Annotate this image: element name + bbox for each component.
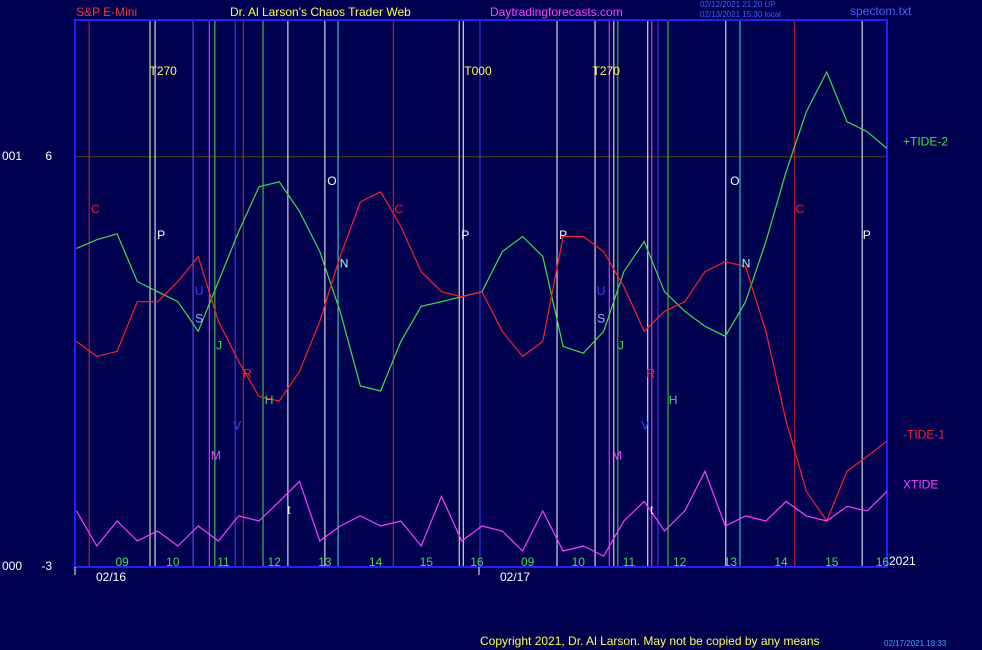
annotation: R — [646, 366, 655, 380]
x-tick-label: 12 — [673, 555, 687, 569]
x-tick-label: 15 — [420, 555, 434, 569]
y2-tick-label: 001 — [2, 149, 22, 163]
annotation: t — [650, 503, 654, 517]
file-name: spectom.txt — [850, 4, 912, 18]
annotation: N — [340, 256, 349, 270]
annotation: R — [243, 366, 252, 380]
annotation: P — [559, 228, 567, 242]
annotation: T270 — [593, 64, 621, 78]
date-label: 02/16 — [96, 570, 126, 584]
annotation: O — [730, 174, 739, 188]
x-tick-label: 16 — [470, 555, 484, 569]
instrument: S&P E-Mini — [76, 5, 137, 19]
annotation: T270 — [150, 64, 178, 78]
y-tick-label: -3 — [41, 559, 52, 573]
y-tick-label: 6 — [45, 149, 52, 163]
annotation: C — [91, 202, 100, 216]
annotation: S — [597, 312, 605, 326]
annotation: T000 — [464, 64, 492, 78]
x-tick-label: 15 — [825, 555, 839, 569]
x-tick-label: 13 — [724, 555, 738, 569]
annotation: C — [795, 202, 804, 216]
series-line — [75, 469, 888, 557]
website: Daytradingforecasts.com — [490, 5, 623, 19]
plot-frame — [74, 19, 888, 568]
annotation: P — [461, 228, 469, 242]
x-tick-label: 14 — [774, 555, 788, 569]
x-tick-label: 16 — [876, 555, 890, 569]
annotation: P — [157, 228, 165, 242]
x-tick-label: 10 — [166, 555, 180, 569]
timestamp: 02/13/2021 15:30 local — [700, 10, 781, 19]
annotation: O — [327, 174, 336, 188]
x-tick-label: 10 — [572, 555, 586, 569]
annotation: J — [618, 339, 624, 353]
annotation: U — [195, 284, 204, 298]
annotation: M — [211, 448, 221, 462]
y2-tick-label: 000 — [2, 559, 22, 573]
x-tick-label: 11 — [623, 555, 636, 569]
footer-stamp: 02/17/2021 18:33 — [884, 639, 947, 648]
annotation: H — [265, 393, 274, 407]
x-tick-label: 14 — [369, 555, 383, 569]
annotation: H — [669, 393, 678, 407]
series-line — [76, 191, 888, 523]
x-tick-label: 09 — [115, 555, 129, 569]
year-label: 2021 — [889, 554, 916, 568]
x-tick-label: 11 — [217, 555, 230, 569]
series-label: XTIDE — [903, 478, 938, 492]
date-label: 02/17 — [500, 570, 530, 584]
chart-title: Dr. Al Larson's Chaos Trader Web — [230, 5, 411, 19]
annotation: U — [597, 284, 606, 298]
annotation: J — [216, 339, 222, 353]
annotation: N — [742, 256, 751, 270]
annotation: P — [863, 228, 871, 242]
annotation: t — [287, 503, 291, 517]
series-label: +TIDE-2 — [903, 135, 948, 149]
annotation: V — [233, 418, 241, 432]
annotation: S — [195, 312, 203, 326]
series-label: -TIDE-1 — [903, 427, 945, 441]
x-tick-label: 13 — [318, 555, 332, 569]
annotation: V — [641, 418, 649, 432]
annotation: M — [612, 448, 622, 462]
annotation: C — [395, 202, 404, 216]
x-tick-label: 12 — [268, 555, 282, 569]
timestamp: 02/12/2021 21:20 UP — [700, 0, 776, 9]
x-tick-label: 09 — [521, 555, 535, 569]
copyright: Copyright 2021, Dr. Al Larson. May not b… — [480, 634, 820, 648]
